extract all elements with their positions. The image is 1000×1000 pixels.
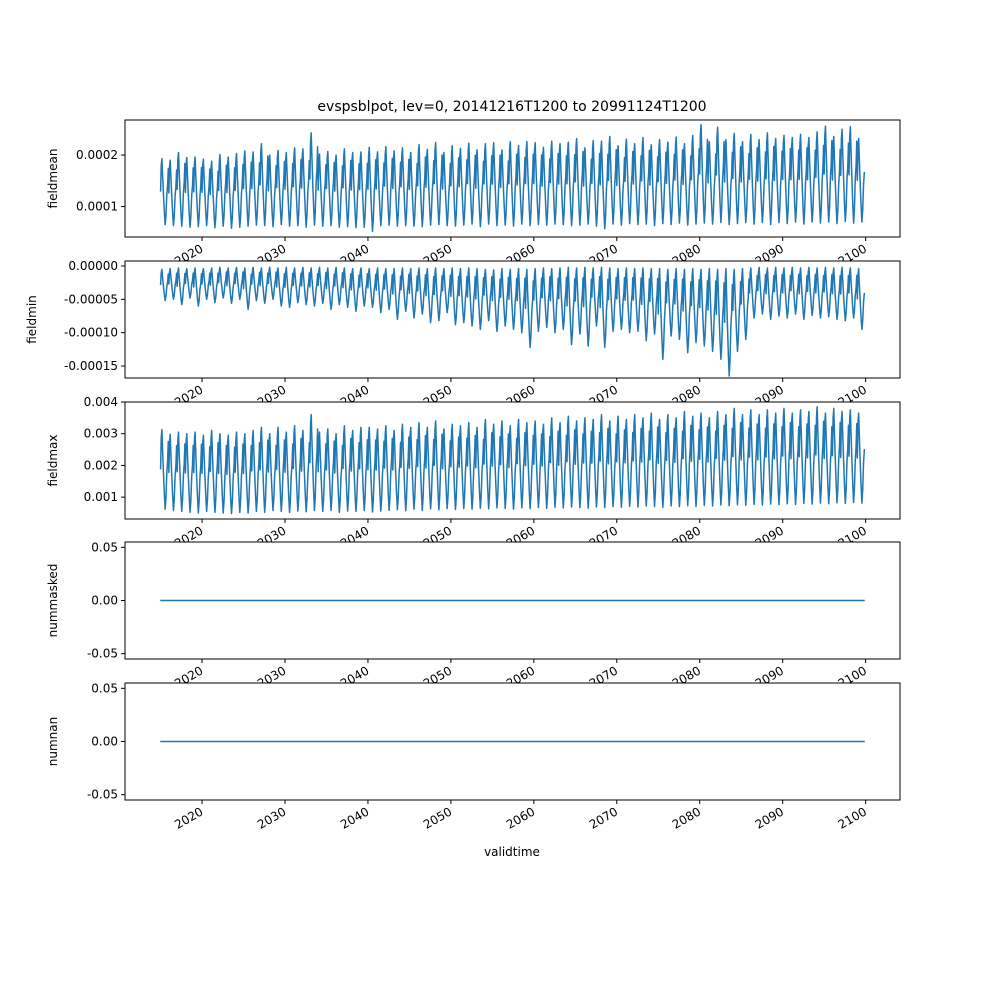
- y-axis-label: fieldmean: [46, 149, 60, 209]
- y-tick-label: -0.05: [87, 788, 118, 802]
- y-tick-label: 0.00: [91, 735, 118, 749]
- y-axis-label: fieldmin: [25, 295, 39, 344]
- y-axis-label: fieldmax: [46, 434, 60, 486]
- y-tick-label: 0.002: [84, 458, 118, 472]
- y-tick-label: 0.05: [91, 681, 118, 695]
- panel-fieldmin: 0.00000-0.00005-0.00010-0.00015fieldmin2…: [25, 259, 901, 410]
- y-tick-label: -0.00005: [64, 292, 118, 306]
- y-tick-label: 0.0001: [76, 200, 118, 214]
- series-line-fieldmean: [159, 123, 866, 233]
- axes-frame: [124, 260, 901, 379]
- y-tick-label: 0.004: [84, 395, 118, 409]
- x-axis-label: validtime: [484, 845, 540, 859]
- y-tick-label: 0.003: [84, 427, 118, 441]
- axes-frame: [124, 401, 901, 520]
- series-line-fieldmax: [159, 406, 866, 515]
- y-tick-label: 0.05: [91, 540, 118, 554]
- series-line-fieldmin: [159, 266, 866, 377]
- y-tick-label: -0.05: [87, 647, 118, 661]
- y-tick-label: -0.00015: [64, 359, 118, 373]
- y-axis-label: numnan: [46, 717, 60, 766]
- y-tick-label: 0.001: [84, 490, 118, 504]
- y-tick-label: 0.00000: [68, 259, 118, 273]
- y-tick-label: -0.00010: [64, 326, 118, 340]
- y-tick-label: 0.00: [91, 594, 118, 608]
- y-tick-label: 0.0002: [76, 148, 118, 162]
- chart-title: evspsblpot, lev=0, 20141216T1200 to 2099…: [317, 99, 706, 115]
- axes-frame: [124, 119, 901, 238]
- y-axis-label: nummasked: [46, 564, 60, 638]
